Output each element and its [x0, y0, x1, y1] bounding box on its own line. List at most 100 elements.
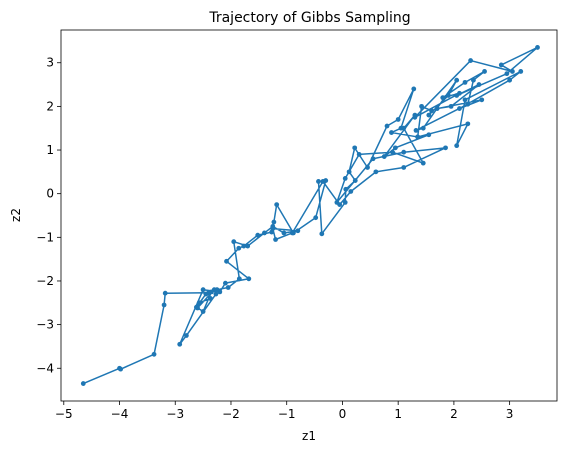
trajectory-point: [352, 145, 357, 150]
trajectory-point: [231, 239, 236, 244]
trajectory-point: [201, 309, 206, 314]
trajectory-point: [463, 80, 468, 85]
trajectory-point: [426, 132, 431, 137]
chart-title: Trajectory of Gibbs Sampling: [208, 10, 410, 26]
trajectory-point: [393, 145, 398, 150]
y-axis-label: z2: [9, 208, 23, 222]
trajectory-point: [319, 231, 324, 236]
y-tick-label: 2: [46, 99, 54, 113]
trajectory-point: [177, 342, 182, 347]
trajectory-point: [429, 108, 434, 113]
trajectory-point: [419, 104, 424, 109]
y-tick-label: −3: [36, 318, 54, 332]
trajectory-point: [385, 124, 390, 129]
y-axis: −4 −3 −2 −1 0 1 2 3: [36, 56, 61, 376]
trajectory-point: [226, 285, 231, 290]
trajectory-point: [290, 231, 295, 236]
trajectory-point: [162, 303, 167, 308]
trajectory-point: [313, 215, 318, 220]
trajectory-point: [449, 104, 454, 109]
trajectory-point: [421, 161, 426, 166]
trajectory-point: [365, 165, 370, 170]
trajectory-point: [343, 200, 348, 205]
x-axis-label: z1: [302, 429, 316, 443]
trajectory-point: [371, 156, 376, 161]
x-axis: −5 −4 −3 −2 −1 0 1 2 3: [55, 401, 514, 421]
trajectory-point: [270, 224, 275, 229]
trajectory-point: [382, 154, 387, 159]
trajectory-point: [237, 276, 242, 281]
trajectory-point: [414, 128, 419, 133]
trajectory-line: [83, 47, 537, 383]
y-tick-label: 3: [46, 56, 54, 70]
trajectory-point: [465, 121, 470, 126]
trajectory-point: [443, 145, 448, 150]
x-tick-label: 3: [506, 407, 514, 421]
x-tick-label: −1: [278, 407, 296, 421]
trajectory-point: [454, 143, 459, 148]
trajectory-point: [463, 97, 468, 102]
trajectory-point: [357, 152, 362, 157]
x-tick-label: −4: [111, 407, 129, 421]
trajectory-point: [194, 305, 199, 310]
trajectory-point: [245, 244, 250, 249]
trajectory-point: [389, 130, 394, 135]
trajectory-point: [426, 113, 431, 118]
y-tick-label: −4: [36, 361, 54, 375]
trajectory-point: [401, 150, 406, 155]
trajectory-point: [421, 126, 426, 131]
y-tick-label: 0: [46, 187, 54, 201]
trajectory-point: [316, 179, 321, 184]
trajectory-point: [507, 78, 512, 83]
trajectory-point: [215, 287, 220, 292]
trajectory-point: [435, 106, 440, 111]
trajectory-point: [479, 97, 484, 102]
trajectory-point: [454, 93, 459, 98]
trajectory-point: [295, 228, 300, 233]
trajectory-point: [273, 237, 278, 242]
trajectory-point: [468, 58, 473, 63]
trajectory-point: [337, 202, 342, 207]
trajectory-point: [274, 202, 279, 207]
trajectory-point: [184, 333, 189, 338]
trajectory-point: [282, 231, 287, 236]
y-tick-label: 1: [46, 143, 54, 157]
trajectory-point: [271, 220, 276, 225]
trajectory-point: [482, 69, 487, 74]
trajectory-point: [246, 276, 251, 281]
trajectory-point: [412, 113, 417, 118]
trajectory-point: [535, 45, 540, 50]
trajectory-point: [262, 231, 267, 236]
y-tick-label: −1: [36, 230, 54, 244]
axes-frame: [61, 30, 557, 401]
x-tick-label: 1: [394, 407, 402, 421]
trajectory-point: [454, 78, 459, 83]
y-tick-label: −2: [36, 274, 54, 288]
trajectory-point: [401, 165, 406, 170]
trajectory-point: [477, 82, 482, 87]
trajectory-point: [518, 69, 523, 74]
trajectory-point: [411, 87, 416, 92]
x-tick-label: −2: [222, 407, 240, 421]
trajectory-point: [396, 117, 401, 122]
x-tick-label: −5: [55, 407, 73, 421]
trajectory-point: [343, 187, 348, 192]
trajectory-point: [347, 169, 352, 174]
trajectory-point: [255, 233, 260, 238]
x-tick-label: −3: [166, 407, 184, 421]
trajectory-point: [209, 289, 214, 294]
x-tick-label: 2: [450, 407, 458, 421]
trajectory-point: [415, 135, 420, 140]
trajectory-point: [343, 176, 348, 181]
trajectory-point: [499, 63, 504, 68]
trajectory-point: [223, 281, 228, 286]
trajectory-point: [390, 150, 395, 155]
trajectory-point: [440, 95, 445, 100]
trajectory-point: [510, 69, 515, 74]
trajectory-point: [152, 352, 157, 357]
plot-area: [81, 45, 540, 386]
trajectory-point: [401, 126, 406, 131]
trajectory-point: [204, 292, 209, 297]
trajectory-point: [81, 381, 86, 386]
